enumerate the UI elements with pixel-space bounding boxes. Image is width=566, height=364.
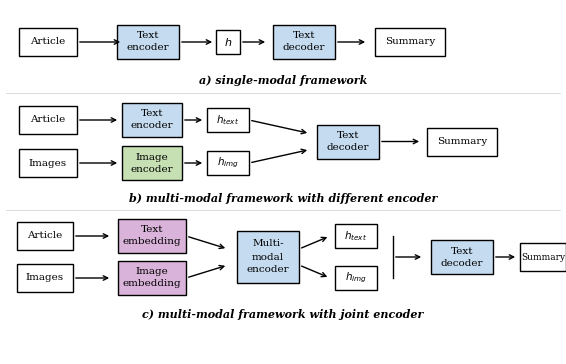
Text: Text: Text: [337, 131, 359, 140]
Bar: [216, 30, 240, 54]
Bar: [118, 261, 186, 295]
Bar: [207, 108, 249, 132]
Bar: [273, 25, 335, 59]
Bar: [19, 149, 77, 177]
Text: Text: Text: [293, 32, 315, 40]
Text: embedding: embedding: [123, 280, 181, 289]
Text: Multi-: Multi-: [252, 240, 284, 249]
Bar: [335, 266, 377, 290]
Text: Summary: Summary: [437, 137, 487, 146]
Text: encoder: encoder: [131, 122, 173, 131]
Text: encoder: encoder: [131, 165, 173, 174]
Bar: [117, 25, 179, 59]
Bar: [335, 224, 377, 248]
Text: Article: Article: [27, 232, 63, 241]
Bar: [317, 124, 379, 158]
Bar: [17, 264, 73, 292]
Text: encoder: encoder: [247, 265, 289, 274]
Text: a) single-modal framework: a) single-modal framework: [199, 75, 367, 86]
Text: Text: Text: [137, 32, 159, 40]
Bar: [237, 231, 299, 283]
Text: encoder: encoder: [127, 44, 169, 52]
Text: Image: Image: [136, 153, 168, 162]
Text: decoder: decoder: [327, 143, 369, 152]
Bar: [122, 146, 182, 180]
Text: Article: Article: [31, 115, 66, 124]
Bar: [375, 28, 445, 56]
Text: Text: Text: [141, 226, 163, 234]
Bar: [19, 28, 77, 56]
Text: decoder: decoder: [283, 44, 325, 52]
Text: Text: Text: [451, 246, 473, 256]
Text: $h_{text}$: $h_{text}$: [344, 229, 368, 243]
Text: $h$: $h$: [224, 36, 232, 48]
Text: modal: modal: [252, 253, 284, 261]
Text: Images: Images: [26, 273, 64, 282]
Text: b) multi-modal framework with different encoder: b) multi-modal framework with different …: [129, 193, 437, 203]
Text: $h_{text}$: $h_{text}$: [216, 113, 239, 127]
Bar: [520, 243, 566, 271]
Text: $h_{img}$: $h_{img}$: [217, 156, 239, 170]
Bar: [118, 219, 186, 253]
Text: Summary: Summary: [385, 37, 435, 47]
Bar: [19, 106, 77, 134]
Text: $h_{img}$: $h_{img}$: [345, 271, 367, 285]
Bar: [207, 151, 249, 175]
Text: Image: Image: [136, 268, 168, 277]
Bar: [17, 222, 73, 250]
Bar: [431, 240, 493, 274]
Text: c) multi-modal framework with joint encoder: c) multi-modal framework with joint enco…: [142, 309, 424, 320]
Text: Images: Images: [29, 158, 67, 167]
Text: Article: Article: [31, 37, 66, 47]
Bar: [122, 103, 182, 137]
Text: Text: Text: [141, 110, 163, 119]
Bar: [427, 127, 497, 155]
Text: decoder: decoder: [441, 258, 483, 268]
Text: embedding: embedding: [123, 237, 181, 246]
Text: Summary: Summary: [521, 253, 565, 261]
